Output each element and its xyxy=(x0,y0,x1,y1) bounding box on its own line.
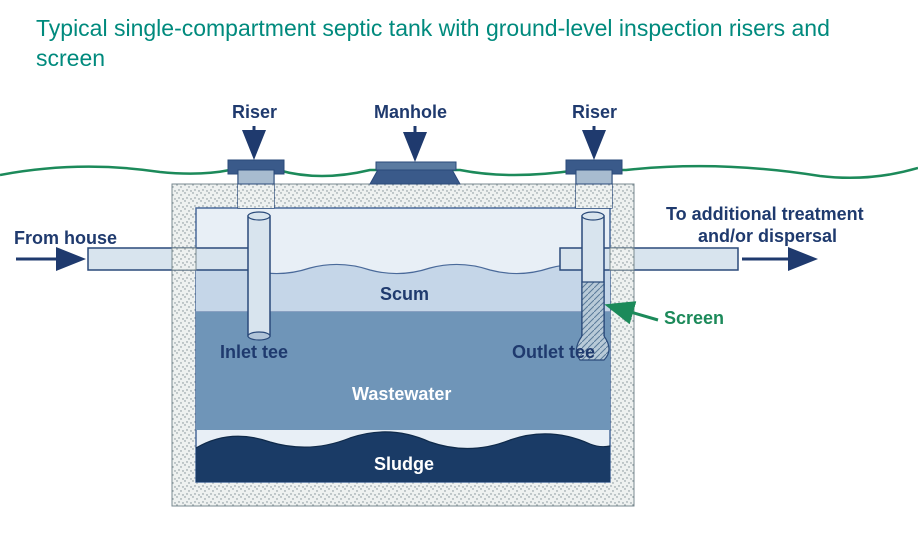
ground-line xyxy=(0,166,918,178)
diagram-title: Typical single-compartment septic tank w… xyxy=(36,14,882,74)
label-riser-left: Riser xyxy=(232,102,277,123)
manhole xyxy=(370,162,460,184)
outlet-screen xyxy=(582,282,604,340)
label-from-house: From house xyxy=(14,228,117,249)
label-to-treatment-2: and/or dispersal xyxy=(698,226,837,247)
septic-diagram xyxy=(0,0,918,542)
inlet-tee xyxy=(248,212,270,340)
layer-label-sludge: Sludge xyxy=(374,454,434,475)
outlet-tee xyxy=(576,212,609,360)
label-to-treatment-1: To additional treatment xyxy=(666,204,864,225)
layer-label-scum: Scum xyxy=(380,284,429,305)
layer-label-wastewater: Wastewater xyxy=(352,384,451,405)
label-inlet-tee: Inlet tee xyxy=(220,342,288,363)
label-manhole: Manhole xyxy=(374,102,447,123)
label-screen: Screen xyxy=(664,308,724,329)
label-outlet-tee: Outlet tee xyxy=(512,342,595,363)
label-riser-right: Riser xyxy=(572,102,617,123)
